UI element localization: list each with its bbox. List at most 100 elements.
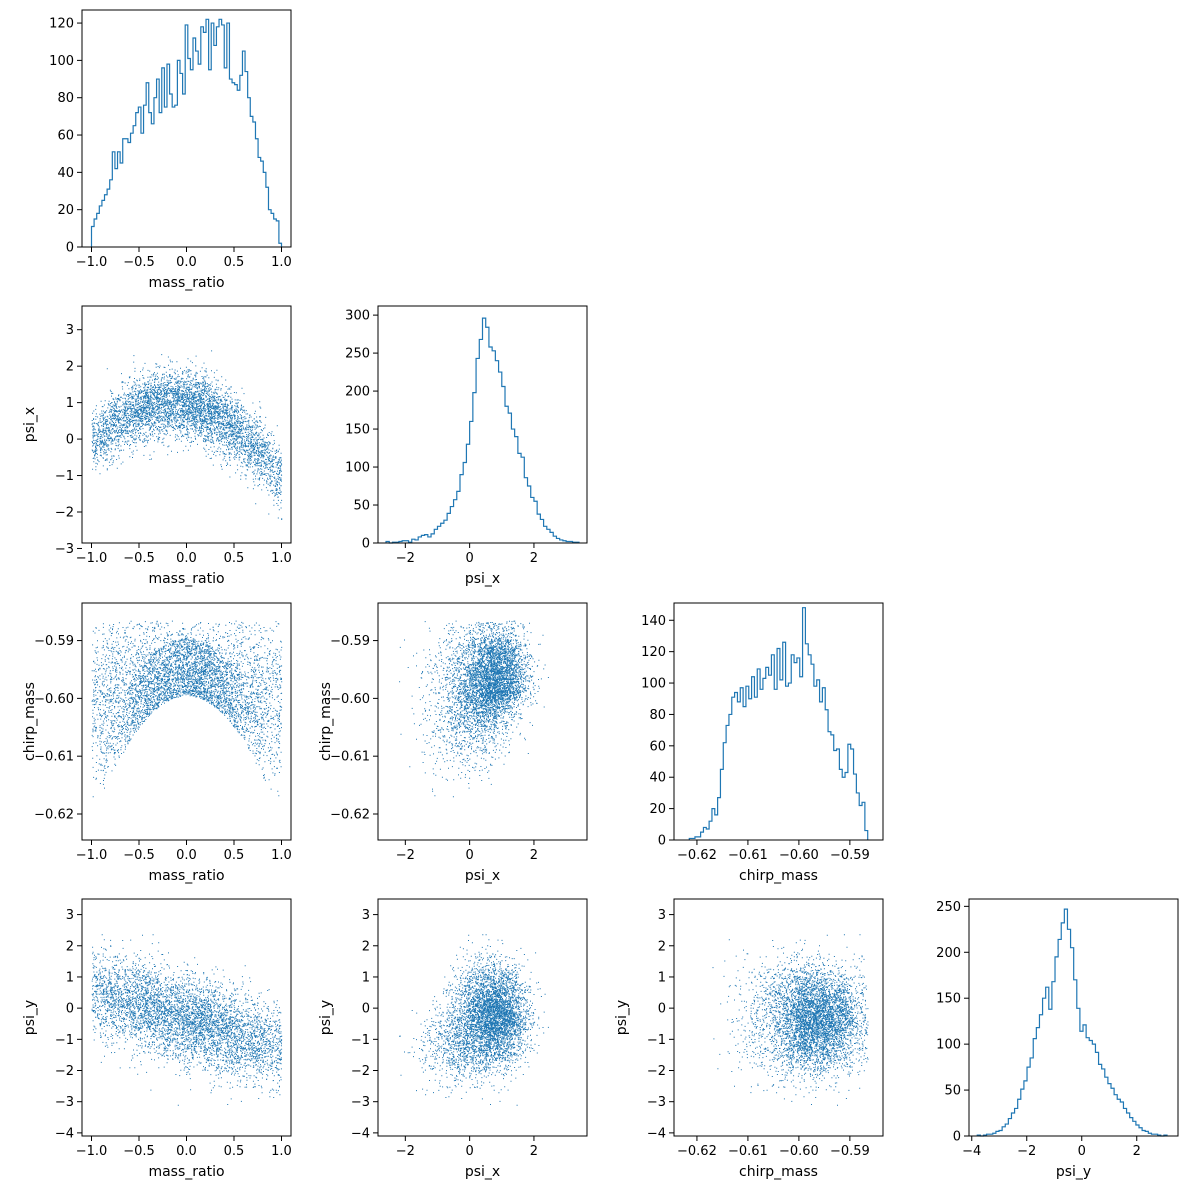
- histogram-panel-chirp_mass: −0.62 −0.61 −0.60 −0.59 0 20 40 60 80 100 120 140 ch…: [641, 602, 884, 884]
- y-tick-label: 0: [66, 241, 74, 256]
- x-axis-label: psi_x: [465, 868, 500, 884]
- y-tick-label: −0.59: [330, 634, 370, 649]
- x-tick-label: 0: [465, 1144, 473, 1159]
- y-tick-label: 100: [345, 461, 370, 476]
- x-axis-label: chirp_mass: [739, 1164, 818, 1180]
- x-tick-label: 0.5: [224, 1144, 245, 1159]
- y-tick-label: −1: [55, 1033, 74, 1048]
- x-tick-label: −2: [396, 848, 415, 863]
- axes-frame: [377, 305, 588, 544]
- x-tick-label: −0.5: [123, 255, 155, 270]
- x-tick-label: −0.5: [123, 1144, 155, 1159]
- scatter-points: [91, 934, 283, 1106]
- y-tick-label: 60: [649, 739, 666, 754]
- x-tick-label: −2: [396, 551, 415, 566]
- x-tick-label: 0: [465, 848, 473, 863]
- x-tick-label: 1.0: [271, 1144, 292, 1159]
- x-tick-label: −0.59: [830, 848, 870, 863]
- y-tick-label: 50: [353, 499, 370, 514]
- axes-frame: [673, 602, 884, 841]
- y-axis-label: chirp_mass: [22, 682, 38, 761]
- x-tick-label: 0.5: [224, 255, 245, 270]
- axes-frame: [673, 898, 884, 1137]
- x-tick-label: −0.5: [123, 848, 155, 863]
- axes-frame: [377, 602, 588, 841]
- y-axis-label: chirp_mass: [318, 682, 334, 761]
- scatter-points: [399, 934, 549, 1106]
- x-tick-label: −1.0: [76, 255, 108, 270]
- y-tick-label: 1: [362, 970, 370, 985]
- x-tick-label: 2: [530, 551, 538, 566]
- histogram-panel-psi_y: −4 −2 0 2 0 50 100 150 200 250 psi_y: [936, 898, 1179, 1180]
- x-tick-label: 0.5: [224, 551, 245, 566]
- x-tick-label: −0.62: [677, 1144, 717, 1159]
- x-axis-label: chirp_mass: [739, 868, 818, 884]
- y-tick-label: −0.61: [330, 750, 370, 765]
- y-tick-label: 0: [362, 1002, 370, 1017]
- histogram-step-line: [90, 18, 283, 247]
- x-tick-label: 0.0: [176, 551, 197, 566]
- y-tick-label: 0: [66, 1002, 74, 1017]
- y-tick-label: −0.59: [34, 634, 74, 649]
- x-axis-label: mass_ratio: [148, 275, 224, 291]
- histogram-step-line: [688, 607, 869, 840]
- y-tick-label: 40: [57, 166, 74, 181]
- y-tick-label: 3: [66, 908, 74, 923]
- x-tick-label: −0.61: [728, 848, 768, 863]
- y-tick-label: 0: [953, 1130, 961, 1145]
- y-axis-label: psi_y: [318, 1000, 334, 1035]
- y-tick-label: 0: [66, 433, 74, 448]
- y-tick-label: −2: [55, 1064, 74, 1079]
- histogram-panel-psi_x: −2 0 2 0 50 100 150 200 250 300 psi_x: [345, 305, 588, 587]
- y-tick-label: 0: [658, 1002, 666, 1017]
- x-tick-label: 1.0: [271, 848, 292, 863]
- y-tick-label: 100: [936, 1038, 961, 1053]
- y-tick-label: 150: [345, 423, 370, 438]
- y-tick-label: −4: [351, 1126, 370, 1141]
- y-tick-label: 2: [66, 360, 74, 375]
- x-axis-label: mass_ratio: [148, 1164, 224, 1180]
- x-tick-label: −0.59: [830, 1144, 870, 1159]
- x-tick-label: −2: [396, 1144, 415, 1159]
- x-tick-label: −0.62: [677, 848, 717, 863]
- x-axis-label: mass_ratio: [148, 868, 224, 884]
- x-tick-label: 2: [530, 848, 538, 863]
- x-tick-label: −0.60: [779, 848, 819, 863]
- y-tick-label: −2: [55, 506, 74, 521]
- y-tick-label: −1: [55, 469, 74, 484]
- y-tick-label: 140: [641, 614, 666, 629]
- y-tick-label: −4: [647, 1126, 666, 1141]
- x-tick-label: 2: [1133, 1144, 1141, 1159]
- x-tick-label: 2: [530, 1144, 538, 1159]
- scatter-panel-psi_x-vs-chirp_mass: −2 0 2 −0.62 −0.61 −0.60 −0.59 psi_x chirp_mass: [318, 602, 588, 884]
- y-tick-label: 1: [66, 396, 74, 411]
- y-tick-label: 2: [362, 939, 370, 954]
- x-tick-label: 1.0: [271, 551, 292, 566]
- axes-frame: [968, 898, 1179, 1137]
- y-tick-label: 0: [362, 537, 370, 552]
- histogram-panel-mass_ratio: −1.0 −0.5 0.0 0.5 1.0 0 20 40 60 80 100 120 mass_rat…: [49, 9, 292, 291]
- y-tick-label: −3: [647, 1095, 666, 1110]
- y-tick-label: −2: [647, 1064, 666, 1079]
- x-tick-label: −0.60: [779, 1144, 819, 1159]
- scatter-panel-mass_ratio-vs-psi_x: −1.0 −0.5 0.0 0.5 1.0 −3 −2 −1 0 1 2 3 mass_ratio psi…: [22, 305, 292, 587]
- y-tick-label: −2: [351, 1064, 370, 1079]
- scatter-panel-mass_ratio-vs-chirp_mass: −1.0 −0.5 0.0 0.5 1.0 −0.62 −0.61 −0.60 −0.59 mas…: [22, 602, 292, 884]
- y-tick-label: −0.60: [34, 692, 74, 707]
- histogram-step-line: [385, 317, 580, 544]
- y-tick-label: −1: [647, 1033, 666, 1048]
- y-axis-label: psi_x: [22, 407, 38, 442]
- y-tick-label: 200: [345, 385, 370, 400]
- y-tick-label: −3: [55, 1095, 74, 1110]
- y-tick-label: 1: [658, 970, 666, 985]
- scatter-panel-mass_ratio-vs-psi_y: −1.0 −0.5 0.0 0.5 1.0 −4 −3 −2 −1 0 1 2 3 mass_ratio p…: [22, 898, 292, 1180]
- y-tick-label: −0.62: [330, 807, 370, 822]
- y-tick-label: 250: [936, 900, 961, 915]
- x-tick-label: 0.5: [224, 848, 245, 863]
- y-tick-label: 20: [649, 802, 666, 817]
- histogram-step-line: [976, 908, 1168, 1137]
- y-tick-label: 80: [57, 91, 74, 106]
- y-tick-label: 100: [49, 54, 74, 69]
- y-tick-label: −3: [351, 1095, 370, 1110]
- x-tick-label: 0.0: [176, 848, 197, 863]
